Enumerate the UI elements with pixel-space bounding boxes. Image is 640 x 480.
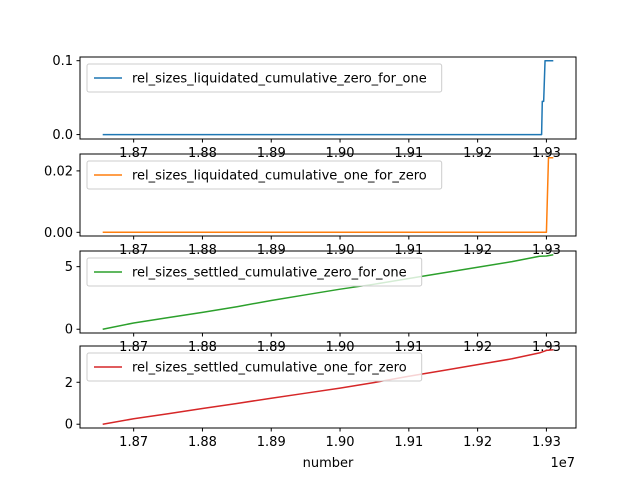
- x-tick-label: 1.90: [326, 340, 355, 355]
- series-line-4-1: [102, 349, 554, 425]
- legend-frame: [86, 352, 423, 382]
- y-tick-label: 5: [65, 260, 73, 275]
- x-tick-label: 1.88: [188, 435, 217, 450]
- subplot-2: 0.000.021.87 1.88 1.89 1.90 1.91 1.92 1.93rel_…: [44, 153, 577, 258]
- plot-frame: [79, 250, 577, 334]
- series-line-2-1: [102, 156, 554, 234]
- legend-label: rel_sizes_liquidated_cumulative_one_for_…: [132, 169, 427, 184]
- x-axis-offset-label: 1e7: [550, 456, 575, 471]
- x-tick-label: 1.91: [394, 340, 423, 355]
- x-tick-label: 1.93: [532, 435, 561, 450]
- x-tick-label: 1.87: [119, 340, 148, 355]
- legend: rel_sizes_liquidated_cumulative_zero_for…: [86, 63, 443, 93]
- x-tick-label: 1.92: [463, 340, 492, 355]
- x-tick-label: 1.91: [394, 435, 423, 450]
- plot-frame: [79, 345, 577, 429]
- plot-frame: [79, 56, 577, 140]
- legend-label: rel_sizes_settled_cumulative_one_for_zer…: [132, 361, 407, 376]
- y-tick-label: 2: [65, 376, 73, 391]
- subplot-4: 0 2 1.87 1.88 1.89 1.90 1.91 1.92 1.93 rel_sizes_…: [65, 345, 577, 450]
- legend-frame: [86, 160, 443, 190]
- y-tick-label: 0.0: [52, 128, 73, 143]
- legend-frame: [86, 257, 423, 287]
- legend: rel_sizes_settled_cumulative_zero_for_on…: [86, 257, 423, 287]
- x-tick-label: 1.87: [119, 435, 148, 450]
- y-tick-label: 0.02: [44, 164, 73, 179]
- series-line-3-1: [102, 254, 554, 330]
- y-tick-label: 0: [65, 418, 73, 433]
- y-tick-label: 0.00: [44, 226, 73, 241]
- x-tick-label: 1.89: [257, 435, 286, 450]
- x-axis-label: number: [303, 456, 354, 471]
- x-tick-label: 1.93: [532, 340, 561, 355]
- x-tick-label: 1.90: [326, 435, 355, 450]
- legend-label: rel_sizes_settled_cumulative_zero_for_on…: [132, 266, 407, 281]
- legend-frame: [86, 63, 443, 93]
- x-tick-label: 1.89: [257, 340, 286, 355]
- y-tick-label: 0: [65, 323, 73, 338]
- series-line-1-1: [102, 59, 554, 136]
- subplot-3: 0 5 1.87 1.88 1.89 1.90 1.91 1.92 1.93 rel_sizes_…: [65, 250, 577, 355]
- plot-frame: [79, 153, 577, 237]
- legend-label: rel_sizes_liquidated_cumulative_zero_for…: [132, 72, 427, 87]
- legend: rel_sizes_settled_cumulative_one_for_zer…: [86, 352, 423, 382]
- y-tick-label: 0.1: [52, 54, 73, 69]
- x-tick-label: 1.92: [463, 435, 492, 450]
- x-tick-label: 1.88: [188, 340, 217, 355]
- legend: rel_sizes_liquidated_cumulative_one_for_…: [86, 160, 443, 190]
- subplot-1: 0.00.11.87 1.88 1.89 1.90 1.91 1.92 1.93rel_si…: [52, 54, 577, 161]
